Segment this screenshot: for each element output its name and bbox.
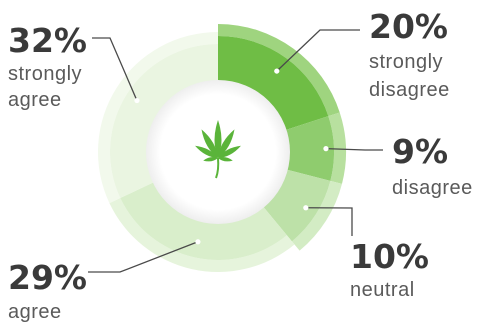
slice-label-cat-strongly-agree-1: strongly xyxy=(8,63,82,85)
slice-label-pct-strongly-disagree: 20% xyxy=(369,7,448,46)
leader-line-agree xyxy=(88,241,199,273)
leader-dot-disagree xyxy=(323,146,329,152)
slice-rim-disagree xyxy=(328,112,346,184)
slice-label-cat-strongly-agree-2: agree xyxy=(8,89,62,111)
slice-rim-neutral xyxy=(291,180,342,251)
slice-label-pct-disagree: 9% xyxy=(392,132,448,171)
leader-line-strongly-agree xyxy=(92,37,138,101)
slice-strongly-disagree xyxy=(218,36,329,134)
leader-line-neutral xyxy=(305,207,353,236)
slice-rim-strongly-disagree xyxy=(218,24,340,117)
cannabis-leaf-icon xyxy=(195,120,241,179)
leader-dot-strongly-disagree xyxy=(274,68,280,74)
leader-dot-strongly-agree xyxy=(134,97,140,104)
slice-label-cat-disagree: disagree xyxy=(392,177,473,199)
slice-label-pct-strongly-agree: 32% xyxy=(8,21,87,60)
slice-rim-agree xyxy=(109,197,295,273)
leader-dot-neutral xyxy=(303,205,309,211)
slice-label-cat-strongly-disagree-2: disagree xyxy=(369,79,450,101)
slice-label-cat-neutral: neutral xyxy=(350,279,415,301)
slice-label-cat-strongly-disagree-1: strongly xyxy=(369,51,443,73)
leader-line-strongly-disagree xyxy=(276,29,360,72)
slice-rim-strongly-agree xyxy=(97,32,218,204)
leader-dot-agree xyxy=(195,239,201,245)
leader-line-disagree xyxy=(325,147,383,151)
slice-label-cat-agree: agree xyxy=(8,301,62,323)
slice-disagree xyxy=(275,116,334,181)
slice-label-pct-agree: 29% xyxy=(8,258,87,297)
slice-label-pct-neutral: 10% xyxy=(350,237,429,276)
